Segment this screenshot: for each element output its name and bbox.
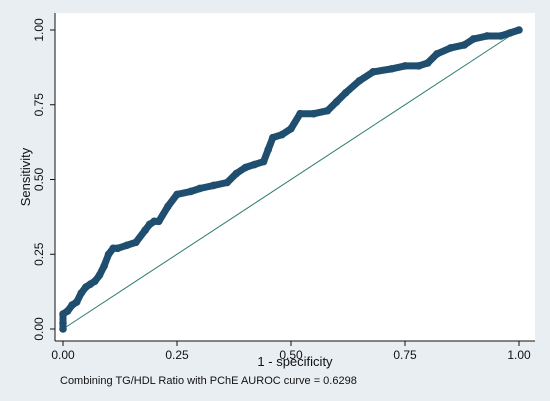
roc-point [259,157,268,166]
roc-point [209,181,218,190]
y-tick-label: 0.75 [32,93,46,117]
roc-point [241,163,250,172]
roc-point [104,250,113,259]
y-axis-ticks: 0.00 0.25 0.50 0.75 1.00 [32,18,55,341]
roc-point [506,29,514,37]
roc-point [59,319,67,327]
roc-point [95,271,104,279]
roc-point [264,145,273,154]
roc-point [232,169,241,178]
y-tick-label: 1.00 [32,18,46,42]
y-tick-label: 0.00 [32,317,46,341]
roc-point [186,187,195,196]
x-axis-ticks: 0.00 0.25 0.50 0.75 1.00 [51,341,531,362]
roc-point [100,262,108,271]
roc-point [196,184,204,193]
roc-point [515,26,523,34]
roc-point [296,109,304,118]
x-tick-label: 0.00 [51,348,75,362]
roc-point [63,307,72,315]
roc-point [113,244,122,253]
roc-point [287,124,295,133]
roc-point [72,298,81,306]
roc-point [496,32,505,40]
roc-point [278,130,286,139]
roc-point [164,202,172,211]
chart-note: Combining TG/HDL Ratio with PChE AUROC c… [60,375,357,387]
roc-point [223,178,231,187]
roc-point [310,109,318,118]
roc-point [424,59,432,67]
x-tick-label: 0.25 [165,348,189,362]
y-axis-title: Sensitivity [18,147,33,206]
roc-point [154,217,163,226]
roc-point [341,88,350,97]
y-tick-label: 0.25 [32,242,46,266]
roc-point [332,97,341,106]
roc-point [387,65,396,73]
roc-point [250,160,259,169]
x-tick-label: 1.00 [507,348,531,362]
roc-point [355,77,364,85]
roc-point [59,325,67,333]
roc-point [123,241,131,250]
roc-point [433,50,441,58]
roc-point [77,289,86,297]
x-axis-title: 1 - specificity [257,354,333,369]
roc-point [141,226,149,235]
roc-point [469,35,478,43]
roc-point [268,133,277,142]
reference-line [62,29,520,330]
roc-point [132,238,140,247]
roc-point [369,68,377,76]
roc-point [401,62,409,70]
roc-point [173,190,181,199]
roc-point [446,44,455,52]
x-tick-label: 0.50 [279,348,303,362]
y-tick-label: 0.50 [32,167,46,191]
roc-points [59,26,523,333]
roc-point [323,106,332,115]
roc-point [91,277,99,285]
x-tick-label: 0.75 [393,348,417,362]
roc-point [460,41,469,49]
roc-point [483,32,491,40]
roc-point [414,62,423,70]
